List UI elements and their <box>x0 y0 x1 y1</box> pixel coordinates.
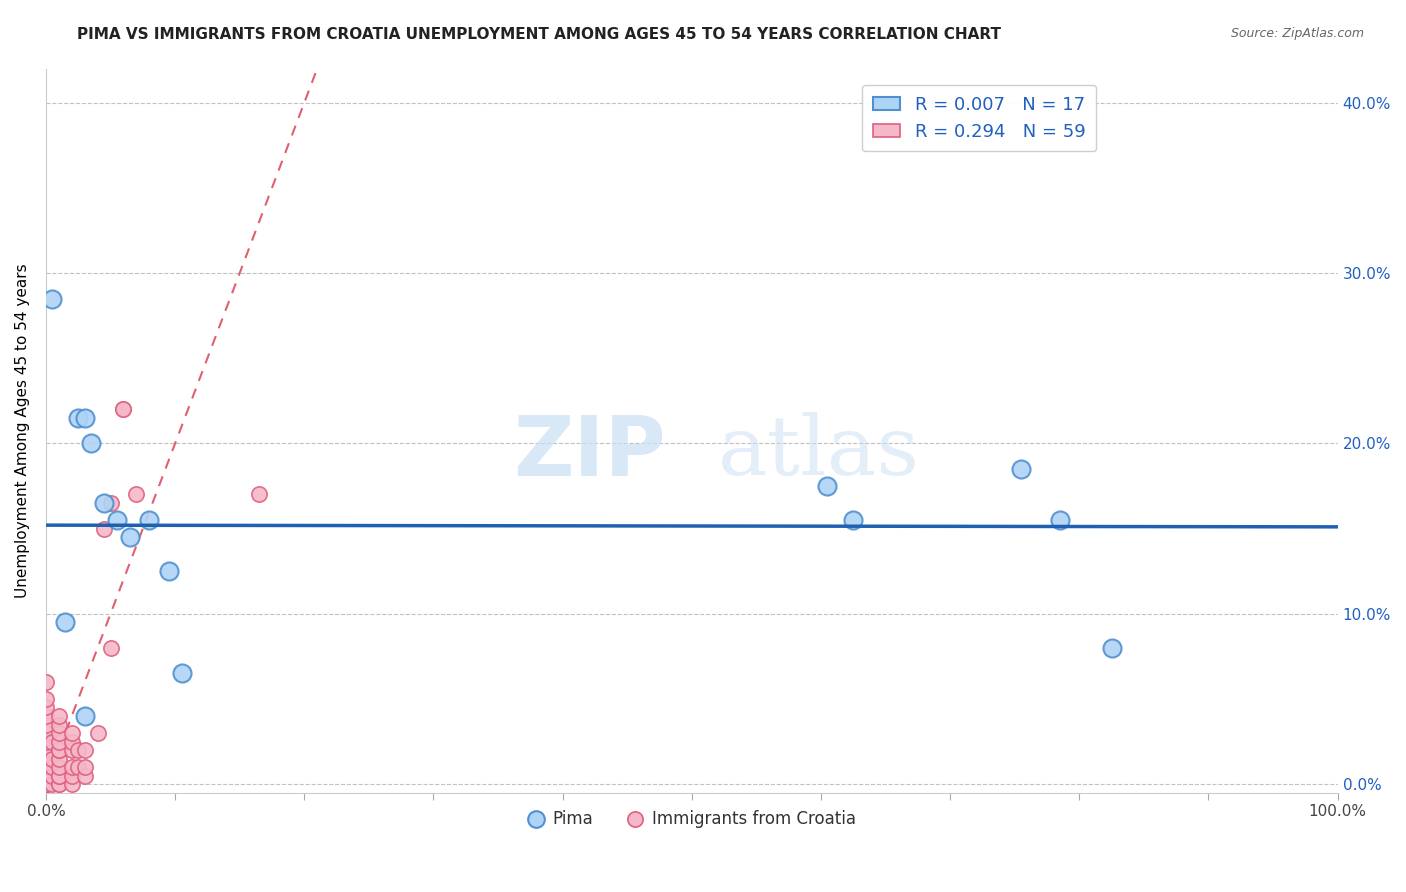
Point <box>112 402 135 417</box>
Point <box>138 513 160 527</box>
Point <box>60 743 83 757</box>
Text: ZIP: ZIP <box>513 412 666 492</box>
Point <box>247 487 270 501</box>
Point <box>67 743 90 757</box>
Point <box>35 751 58 765</box>
Point <box>35 717 58 731</box>
Point <box>35 769 58 783</box>
Point <box>1101 640 1123 655</box>
Point <box>60 726 83 740</box>
Point <box>73 743 96 757</box>
Point <box>41 734 63 748</box>
Point <box>35 777 58 791</box>
Point <box>35 769 58 783</box>
Point <box>48 777 70 791</box>
Point <box>60 734 83 748</box>
Point <box>48 777 70 791</box>
Point <box>125 487 148 501</box>
Point <box>35 743 58 757</box>
Point <box>1049 513 1071 527</box>
Y-axis label: Unemployment Among Ages 45 to 54 years: Unemployment Among Ages 45 to 54 years <box>15 263 30 598</box>
Point <box>48 751 70 765</box>
Point <box>53 615 76 630</box>
Text: PIMA VS IMMIGRANTS FROM CROATIA UNEMPLOYMENT AMONG AGES 45 TO 54 YEARS CORRELATI: PIMA VS IMMIGRANTS FROM CROATIA UNEMPLOY… <box>77 27 1001 42</box>
Point <box>73 769 96 783</box>
Point <box>35 751 58 765</box>
Point <box>35 777 58 791</box>
Point <box>41 292 63 306</box>
Point <box>842 513 865 527</box>
Point <box>157 564 180 578</box>
Point <box>1010 462 1032 476</box>
Point <box>41 760 63 774</box>
Point <box>815 479 838 493</box>
Point <box>35 760 58 774</box>
Point <box>35 743 58 757</box>
Point <box>35 777 58 791</box>
Point <box>48 717 70 731</box>
Point <box>100 640 122 655</box>
Point <box>35 769 58 783</box>
Point <box>48 743 70 757</box>
Point <box>80 436 103 450</box>
Point <box>35 726 58 740</box>
Point <box>35 777 58 791</box>
Point <box>41 769 63 783</box>
Point <box>112 402 135 417</box>
Point <box>35 674 58 689</box>
Point <box>60 769 83 783</box>
Point <box>35 700 58 714</box>
Point <box>93 496 115 510</box>
Point <box>35 692 58 706</box>
Point <box>105 513 128 527</box>
Point <box>93 522 115 536</box>
Point <box>86 726 108 740</box>
Point <box>35 760 58 774</box>
Point <box>35 734 58 748</box>
Point <box>73 709 96 723</box>
Point <box>35 777 58 791</box>
Point <box>60 760 83 774</box>
Point <box>35 777 58 791</box>
Legend: Pima, Immigrants from Croatia: Pima, Immigrants from Croatia <box>522 804 862 835</box>
Point <box>67 410 90 425</box>
Point <box>118 530 141 544</box>
Point <box>35 760 58 774</box>
Point <box>170 666 193 681</box>
Text: Source: ZipAtlas.com: Source: ZipAtlas.com <box>1230 27 1364 40</box>
Point <box>73 410 96 425</box>
Point <box>48 769 70 783</box>
Point <box>48 760 70 774</box>
Point <box>48 709 70 723</box>
Point <box>41 777 63 791</box>
Point <box>35 709 58 723</box>
Point <box>48 726 70 740</box>
Point <box>48 769 70 783</box>
Point <box>60 777 83 791</box>
Point <box>73 760 96 774</box>
Text: atlas: atlas <box>717 412 920 492</box>
Point <box>41 751 63 765</box>
Point <box>48 743 70 757</box>
Point <box>100 496 122 510</box>
Point <box>48 734 70 748</box>
Point <box>67 760 90 774</box>
